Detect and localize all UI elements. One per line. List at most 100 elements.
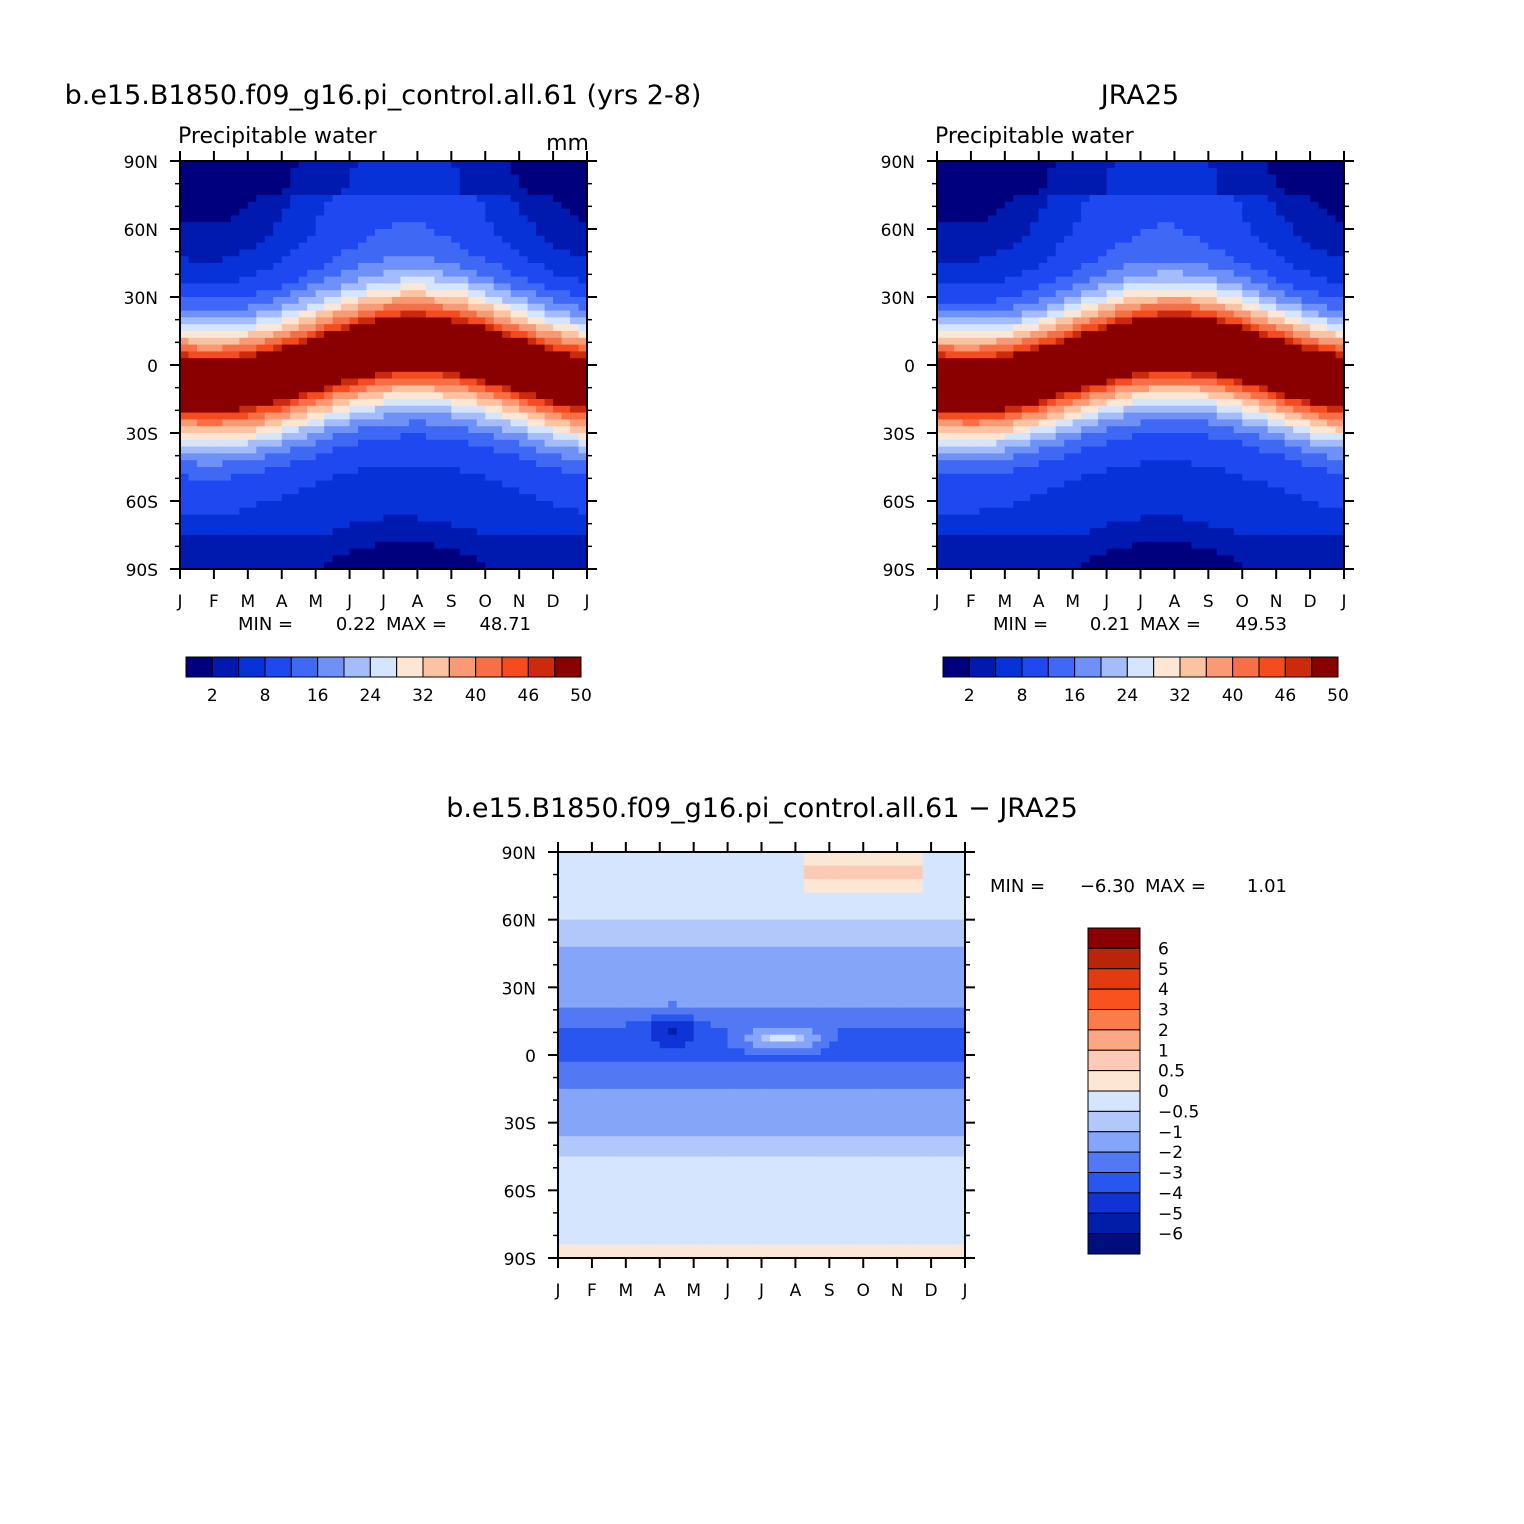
contour-cell — [1199, 392, 1209, 400]
contour-cell — [476, 181, 486, 189]
contour-cell — [222, 283, 232, 291]
contour-cell — [315, 562, 325, 570]
contour-cell — [205, 215, 215, 223]
contour-cell — [358, 358, 368, 366]
contour-cell — [273, 208, 283, 216]
contour-cell — [442, 188, 452, 196]
contour-cell — [979, 201, 989, 210]
contour-cell — [970, 385, 980, 393]
contour-cell — [1216, 215, 1226, 223]
contour-cell — [434, 317, 444, 325]
contour-cell — [213, 501, 223, 509]
contour-cell — [970, 290, 980, 298]
contour-cell — [1174, 535, 1184, 543]
contour-cell — [298, 215, 308, 223]
contour-cell — [1098, 460, 1108, 468]
contour-cell — [953, 467, 964, 475]
contour-cell — [1115, 337, 1125, 346]
contour-cell — [1013, 555, 1023, 563]
contour-cell — [1132, 208, 1142, 216]
contour-cell — [1106, 412, 1116, 420]
contour-cell — [239, 358, 249, 366]
contour-cell — [578, 161, 588, 169]
contour-cell — [493, 507, 503, 516]
contour-cell — [1191, 303, 1201, 312]
contour-cell — [1072, 385, 1082, 393]
contour-cell — [451, 249, 461, 257]
contour-cell — [1072, 514, 1082, 522]
contour-cell — [970, 331, 980, 339]
contour-cell — [1132, 426, 1142, 434]
contour-cell — [937, 521, 947, 529]
contour-cell — [953, 208, 964, 216]
contour-cell — [459, 385, 469, 393]
contour-cell — [578, 378, 588, 386]
contour-cell — [307, 263, 317, 271]
contour-cell — [502, 229, 512, 237]
contour-cell — [442, 521, 452, 529]
contour-cell — [1115, 351, 1125, 359]
contour-cell — [213, 460, 223, 468]
contour-cell — [1013, 256, 1023, 264]
contour-cell — [180, 439, 190, 448]
contour-cell — [196, 351, 207, 359]
contour-cell — [213, 365, 223, 373]
contour-cell — [1174, 467, 1184, 475]
contour-cell — [205, 473, 215, 482]
contour-cell — [1157, 263, 1167, 271]
contour-cell — [213, 433, 223, 441]
contour-cell — [962, 167, 972, 176]
contour-cell — [1030, 419, 1040, 427]
contour-cell — [239, 365, 249, 373]
contour-cell — [570, 467, 580, 475]
contour-cell — [1089, 195, 1099, 203]
contour-cell — [1098, 446, 1108, 454]
contour-cell — [451, 528, 461, 536]
contour-cell — [1174, 263, 1184, 271]
contour-cell — [510, 181, 520, 189]
contour-cell — [1055, 548, 1065, 556]
contour-cell — [205, 310, 215, 318]
contour-cell — [375, 405, 385, 414]
contour-cell — [196, 229, 207, 237]
contour-cell — [1072, 215, 1082, 223]
contour-cell — [205, 371, 215, 380]
contour-cell — [945, 453, 955, 461]
contour-cell — [1132, 419, 1142, 427]
contour-cell — [196, 324, 207, 332]
contour-cell — [196, 419, 207, 427]
contour-cell — [544, 358, 554, 366]
contour-cell — [937, 487, 947, 495]
contour-cell — [349, 365, 359, 373]
contour-cell — [307, 405, 317, 414]
contour-cell — [1038, 269, 1048, 278]
contour-cell — [1030, 222, 1040, 230]
contour-cell — [578, 555, 588, 563]
contour-cell — [502, 426, 512, 434]
contour-cell — [544, 195, 554, 203]
contour-cell — [273, 276, 283, 284]
contour-cell — [962, 521, 972, 529]
contour-cell — [476, 521, 486, 529]
contour-cell — [937, 365, 947, 373]
contour-cell — [953, 460, 964, 468]
contour-cell — [256, 392, 266, 400]
contour-cell — [476, 494, 486, 502]
contour-cell — [519, 174, 529, 182]
contour-cell — [468, 480, 478, 488]
contour-cell — [1182, 487, 1192, 495]
contour-cell — [544, 460, 554, 468]
contour-cell — [578, 371, 588, 380]
contour-cell — [205, 562, 215, 570]
contour-cell — [375, 208, 385, 216]
contour-cell — [1021, 480, 1031, 488]
contour-cell — [1055, 453, 1065, 461]
contour-cell — [324, 331, 334, 339]
contour-cell — [485, 433, 495, 441]
contour-cell — [290, 358, 300, 366]
contour-cell — [996, 297, 1006, 305]
contour-cell — [358, 229, 368, 237]
contour-cell — [1021, 181, 1031, 189]
contour-cell — [358, 446, 368, 454]
model-min-label: MIN = — [238, 614, 293, 635]
